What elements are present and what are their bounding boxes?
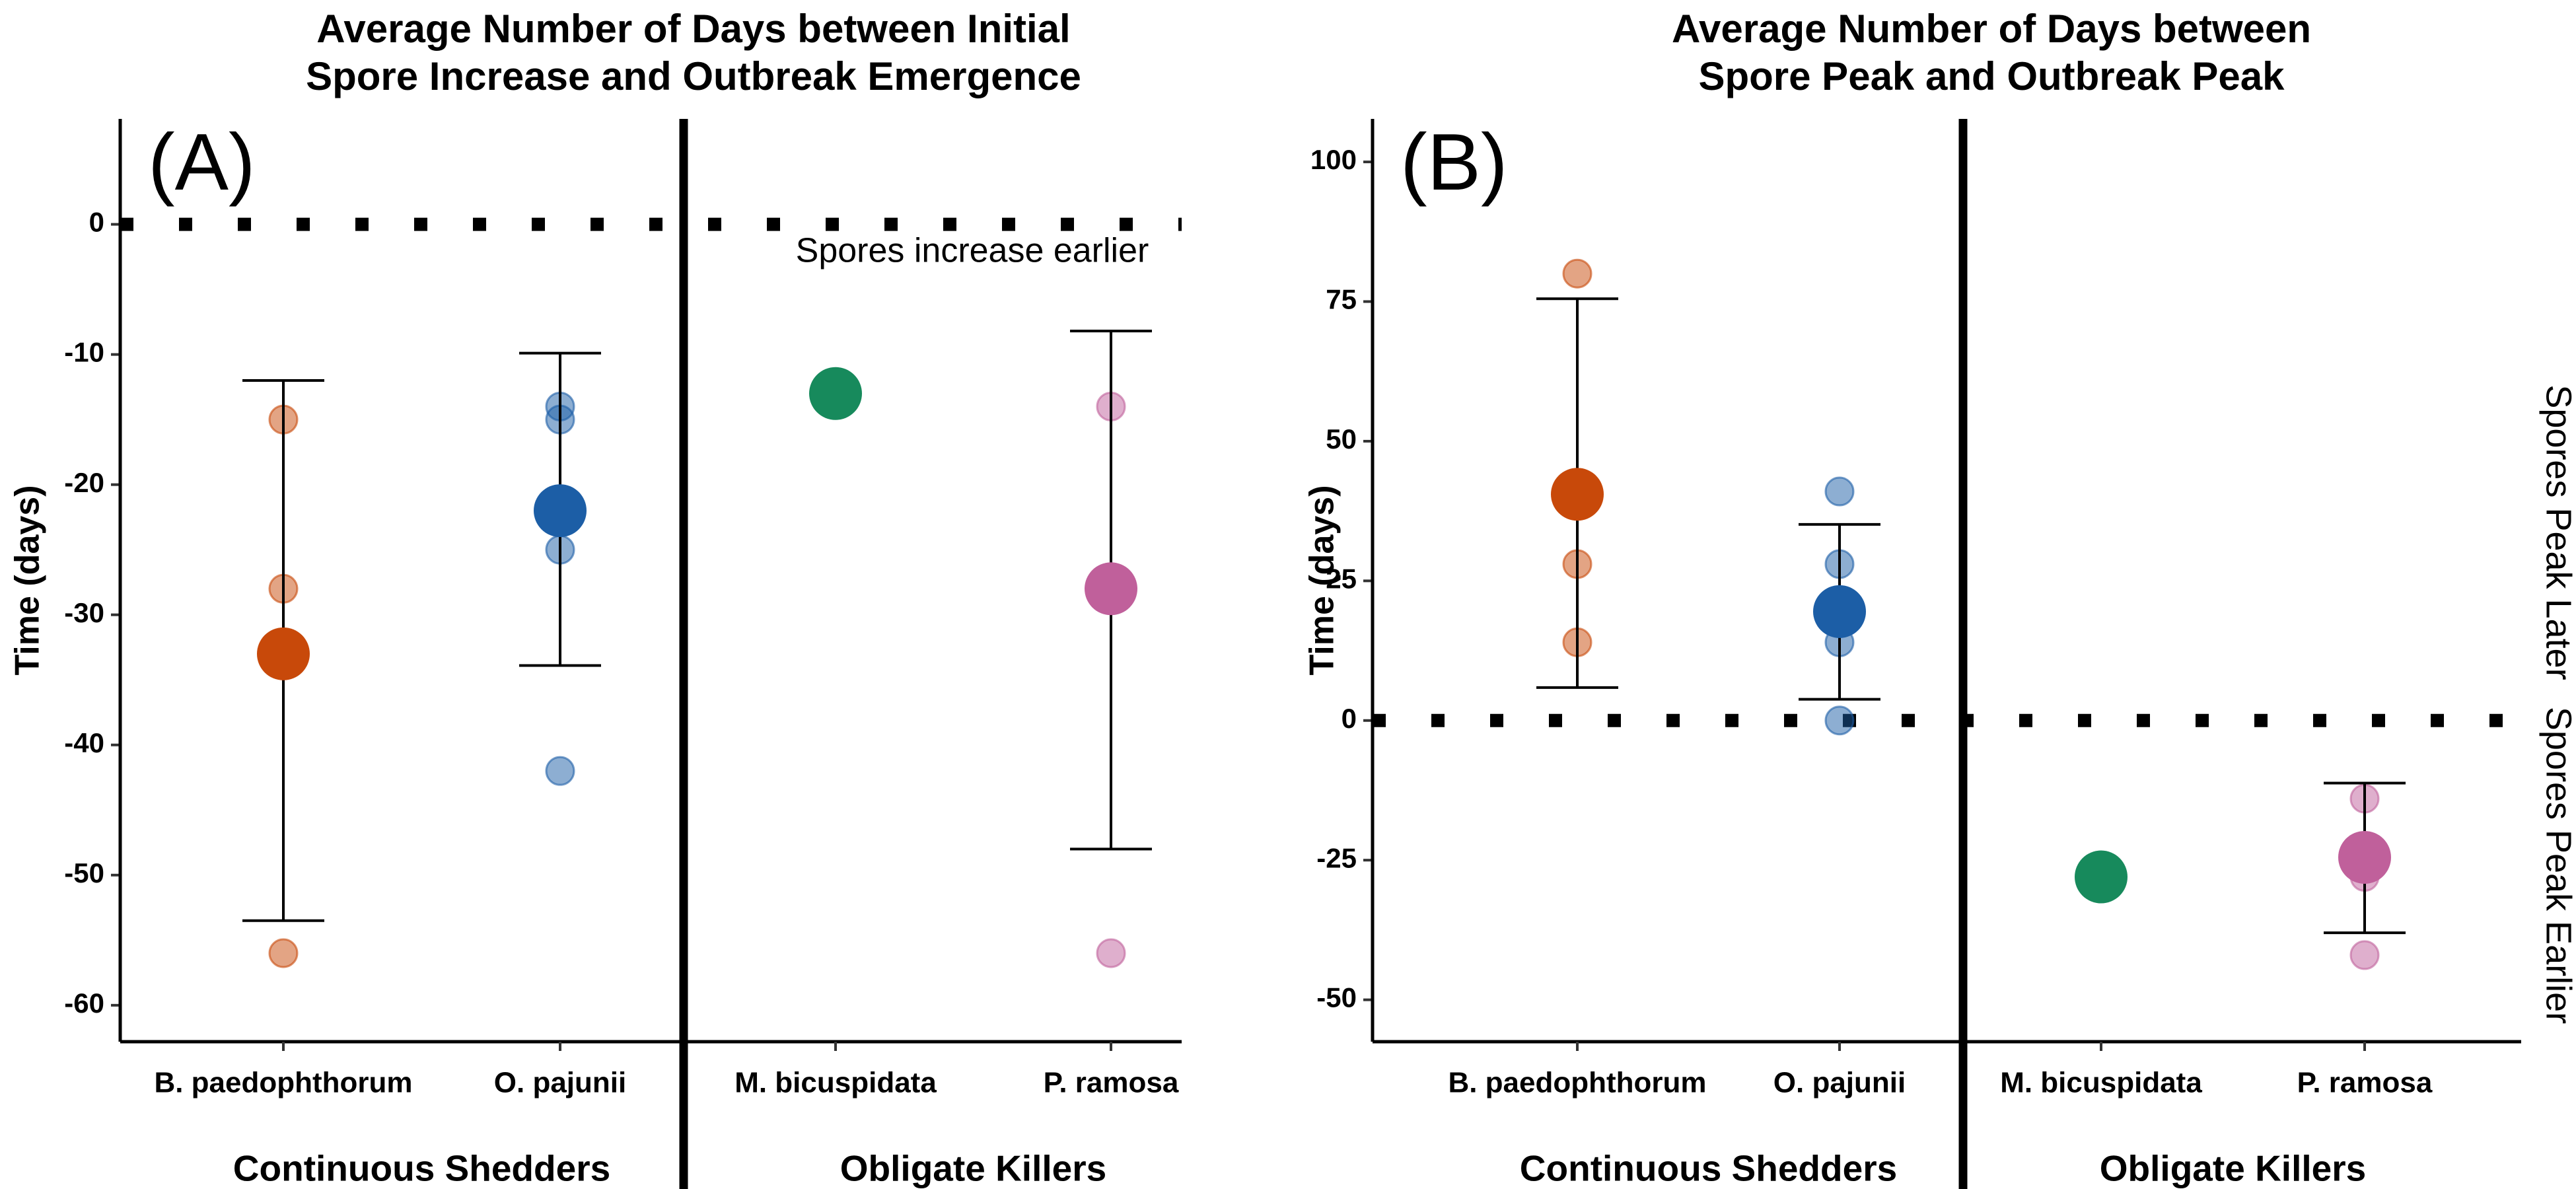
group-label: Obligate Killers — [2100, 1148, 2366, 1189]
individual-point — [1824, 705, 1855, 736]
x-tick-label: O. pajunii — [1773, 1067, 1906, 1099]
group-label: Continuous Shedders — [233, 1148, 610, 1189]
x-tick-label: M. bicuspidata — [734, 1067, 937, 1099]
side-label: Spores Peak Later — [2539, 384, 2576, 680]
y-tick-label: 100 — [1310, 144, 1357, 175]
individual-point — [1824, 476, 1855, 507]
side-label: Spores Peak Earlier — [2539, 707, 2576, 1024]
y-tick-label: -50 — [1316, 982, 1357, 1013]
chart-title: Spore Increase and Outbreak Emergence — [306, 54, 1081, 98]
y-tick-label: -50 — [64, 857, 104, 888]
panel-label: (B) — [1400, 117, 1508, 207]
mean-point — [1551, 468, 1604, 521]
y-tick-label: 75 — [1326, 284, 1357, 315]
x-tick-label: O. pajunii — [494, 1067, 626, 1099]
x-tick-label: B. paedophthorum — [154, 1067, 412, 1099]
individual-point — [1096, 938, 1126, 968]
chart-title: Average Number of Days between Initial — [316, 7, 1070, 51]
chart-title: Spore Peak and Outbreak Peak — [1698, 54, 2285, 98]
x-tick-label: B. paedophthorum — [1448, 1067, 1706, 1099]
individual-point — [2349, 940, 2380, 970]
individual-point — [545, 756, 575, 786]
group-label: Obligate Killers — [840, 1148, 1106, 1189]
y-tick-label: -40 — [64, 727, 104, 758]
panel-label: (A) — [148, 117, 256, 207]
y-tick-label: -30 — [64, 597, 104, 628]
mean-point — [2338, 830, 2391, 884]
annotation: Spores increase earlier — [796, 232, 1149, 270]
x-tick-label: M. bicuspidata — [2000, 1067, 2202, 1099]
mean-point — [1085, 562, 1137, 616]
individual-point — [268, 938, 299, 968]
y-tick-label: 25 — [1326, 563, 1357, 594]
y-tick-label: 0 — [89, 207, 104, 238]
chart-title: Average Number of Days between — [1672, 7, 2311, 51]
individual-point — [1562, 258, 1592, 289]
mean-point — [809, 367, 862, 420]
mean-point — [2075, 850, 2128, 904]
y-tick-label: -60 — [64, 988, 104, 1019]
y-tick-label: 0 — [1342, 703, 1357, 734]
mean-point — [534, 484, 587, 538]
y-tick-label: -10 — [64, 337, 104, 368]
x-tick-label: P. ramosa — [2297, 1067, 2433, 1099]
x-tick-label: P. ramosa — [1044, 1067, 1179, 1099]
y-tick-label: -20 — [64, 467, 104, 498]
y-tick-label: 50 — [1326, 423, 1357, 454]
mean-point — [1813, 585, 1866, 638]
y-tick-label: -25 — [1316, 842, 1357, 873]
mean-point — [257, 627, 310, 680]
y-axis-title: Time (days) — [9, 485, 47, 675]
group-label: Continuous Shedders — [1520, 1148, 1897, 1189]
y-axis-title: Time (days) — [1303, 485, 1342, 675]
